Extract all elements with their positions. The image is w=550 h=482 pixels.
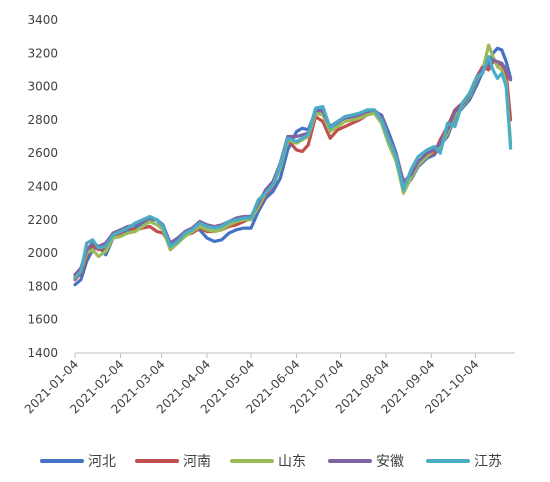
y-axis-tick-labels: 1400 1600 1800 2000 2200 2400 2600 2800 3000 3200…: [27, 13, 58, 360]
y-tick-label: 1600: [27, 313, 58, 327]
y-tick-label: 2800: [27, 113, 58, 127]
y-tick-label: 2200: [27, 213, 58, 227]
legend-label: 山东: [278, 454, 306, 470]
y-tick-label: 2400: [27, 180, 58, 194]
y-tick-label: 3200: [27, 46, 58, 60]
series-line-2: [73, 60, 513, 282]
y-tick-label: 1800: [27, 279, 58, 293]
legend-label: 江苏: [474, 454, 502, 470]
x-axis: [74, 352, 515, 358]
legend-label: 河南: [183, 454, 211, 470]
series-line-4: [73, 58, 513, 277]
legend-label: 安徽: [376, 454, 404, 470]
y-tick-label: 3000: [27, 80, 58, 94]
series-line-5: [73, 55, 513, 280]
series-lines: [73, 43, 513, 287]
x-axis-tick-labels: 2021-01-042021-02-042021-03-042021-04-04…: [22, 357, 482, 416]
legend-label: 河北: [88, 454, 116, 470]
y-tick-label: 2600: [27, 146, 58, 160]
y-tick-label: 3400: [27, 13, 58, 27]
legend: 河北 河南 山东 安徽 江苏: [40, 454, 502, 470]
series-line-3: [73, 43, 513, 278]
y-tick-label: 1400: [27, 346, 58, 360]
series-line-1: [73, 46, 513, 287]
y-tick-label: 2000: [27, 246, 58, 260]
